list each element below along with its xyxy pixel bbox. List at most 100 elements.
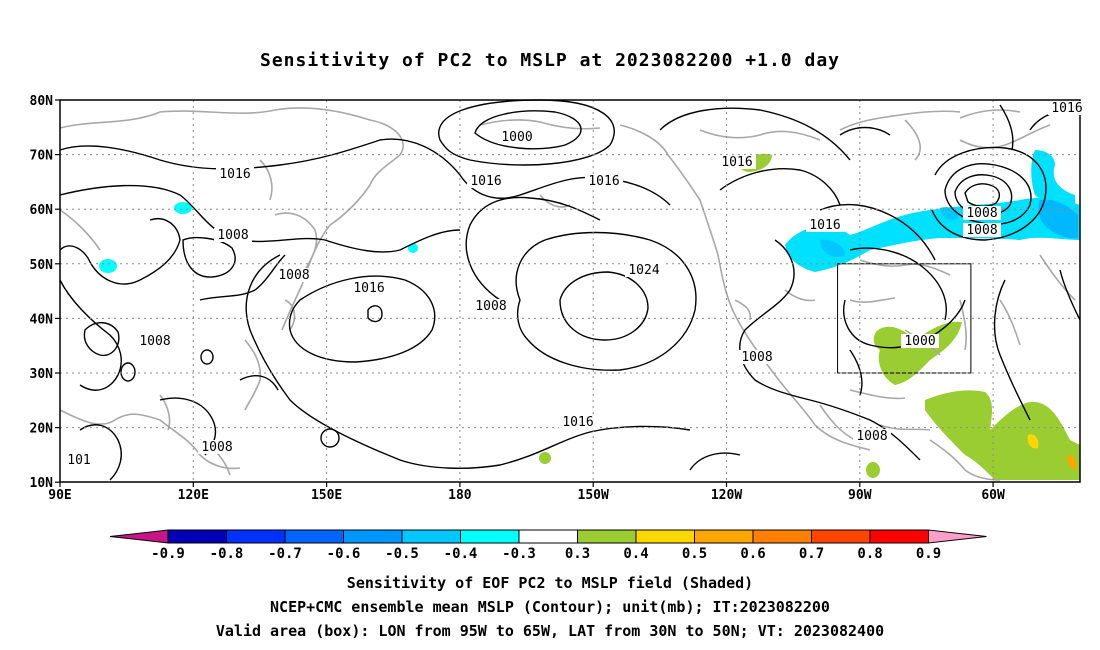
contour-label: 1008 xyxy=(741,350,772,365)
contour-label: 1016 xyxy=(470,174,501,189)
shade-positive-1 xyxy=(873,321,962,385)
contour-label-bg xyxy=(585,174,623,188)
colorbar-label: 0.7 xyxy=(799,546,824,562)
contour-label: 1016 xyxy=(219,167,250,182)
valid-area-box xyxy=(837,263,972,374)
shade-positive-4 xyxy=(539,452,551,464)
caption-line-2: NCEP+CMC ensemble mean MSLP (Contour); u… xyxy=(270,598,830,616)
contour-label-bg xyxy=(901,334,939,348)
contour-label-bg xyxy=(1048,101,1086,115)
contour-label: 1008 xyxy=(278,268,309,283)
colorbar-swatch xyxy=(869,529,929,544)
shade-negative-5 xyxy=(820,239,845,257)
colorbar-label: -0.3 xyxy=(502,546,536,562)
contour-label: 1016 xyxy=(562,415,593,430)
contour-label: 1024 xyxy=(628,263,659,278)
contour-label: 1008 xyxy=(966,206,997,221)
lon-label: 150E xyxy=(311,488,342,503)
colorbar-swatch xyxy=(518,529,578,544)
lat-label: 30N xyxy=(30,367,54,382)
colorbar-swatch xyxy=(811,529,871,544)
contour-label: 1008 xyxy=(201,440,232,455)
lon-label: 150W xyxy=(578,488,609,503)
contour-label: 1008 xyxy=(966,223,997,238)
colorbar-swatch xyxy=(635,529,695,544)
lat-label: 70N xyxy=(30,149,54,164)
colorbar-label: -0.7 xyxy=(268,546,302,562)
map-title: Sensitivity of PC2 to MSLP at 2023082200… xyxy=(259,50,840,71)
shade-positive-6 xyxy=(1027,434,1039,449)
colorbar-label: 0.5 xyxy=(682,546,707,562)
shading-layer xyxy=(99,150,1080,480)
contour-label: 1016 xyxy=(588,174,619,189)
caption-line-3: Valid area (box): LON from 95W to 65W, L… xyxy=(215,622,885,640)
shade-positive-2 xyxy=(925,390,1080,480)
colorbar-label: -0.8 xyxy=(210,546,244,562)
shade-negative xyxy=(785,197,1080,272)
contour-label-bg xyxy=(718,155,756,169)
contour-label: 1008 xyxy=(139,334,170,349)
contour-label: 1016 xyxy=(721,155,752,170)
colorbar-label: 0.4 xyxy=(623,546,648,562)
latitude-axis: 80N 70N 60N 50N 40N 30N 20N 10N xyxy=(30,94,60,491)
contour-label: 1008 xyxy=(217,228,248,243)
colorbar-right-arrow xyxy=(928,529,987,544)
colorbar-swatch xyxy=(226,529,286,544)
contour-label: 1016 xyxy=(809,218,840,233)
shade-positive-7 xyxy=(1067,454,1077,470)
contour-label-bg xyxy=(214,228,252,242)
contour-label-bg xyxy=(559,415,597,429)
contour-label: 101 xyxy=(67,453,90,468)
colorbar: -0.9 -0.8 -0.7 -0.6 -0.5 -0.4 -0.3 0.3 0.4 0.5 0.6… xyxy=(109,529,987,562)
colorbar-swatch xyxy=(577,529,637,544)
longitude-axis: 90E 120E 150E 180 150W 120W 90W 60W xyxy=(48,482,1005,503)
shade-negative-7 xyxy=(174,202,192,214)
contour-label: 1008 xyxy=(475,299,506,314)
contour-label: 1016 xyxy=(353,281,384,296)
colorbar-swatch xyxy=(284,529,344,544)
colorbar-label: 0.6 xyxy=(740,546,765,562)
contour-label: 1016 xyxy=(1051,101,1082,116)
contour-label: 1008 xyxy=(856,429,887,444)
colorbar-swatch xyxy=(343,529,403,544)
map-frame xyxy=(59,99,1081,483)
colorbar-label: -0.4 xyxy=(444,546,478,562)
contour-label-bg xyxy=(467,174,505,188)
lon-label: 90W xyxy=(848,488,872,503)
contour-label-bg xyxy=(963,223,1001,237)
colorbar-left-arrow xyxy=(109,529,169,544)
contour-labels: 1000 1016 1016 1016 1016 1008 1008 1016 1024 1008… xyxy=(64,101,1086,468)
colorbar-swatch xyxy=(752,529,812,544)
colorbar-label: -0.6 xyxy=(327,546,361,562)
caption-line-1: Sensitivity of EOF PC2 to MSLP field (Sh… xyxy=(346,574,754,592)
shade-positive-5 xyxy=(866,462,880,478)
contour-label-bg xyxy=(738,350,776,364)
lon-label: 90E xyxy=(48,488,71,503)
contours xyxy=(59,99,1081,481)
contour-label-bg xyxy=(625,263,663,277)
colorbar-swatch xyxy=(460,529,520,544)
lon-label: 180 xyxy=(448,488,472,503)
shade-negative-6 xyxy=(99,259,117,273)
lat-label: 20N xyxy=(30,422,54,437)
contour-label-bg xyxy=(198,440,236,454)
contour-label-bg xyxy=(216,167,254,181)
lat-label: 60N xyxy=(30,203,54,218)
contour-label-bg xyxy=(806,218,844,232)
colorbar-swatch xyxy=(167,529,227,544)
colorbar-label: 0.3 xyxy=(565,546,590,562)
colorbar-label: 0.8 xyxy=(857,546,882,562)
contour-label-bg xyxy=(498,130,536,144)
colorbar-swatch xyxy=(694,529,754,544)
lat-label: 80N xyxy=(30,94,54,109)
contour-label-bg xyxy=(275,268,313,282)
colorbar-label: 0.9 xyxy=(916,546,941,562)
colorbar-label: -0.5 xyxy=(385,546,419,562)
lat-label: 40N xyxy=(30,312,54,327)
colorbar-swatch xyxy=(401,529,461,544)
lon-label: 60W xyxy=(981,488,1005,503)
contour-label-bg xyxy=(64,453,94,467)
lat-label: 50N xyxy=(30,258,54,273)
lon-label: 120E xyxy=(178,488,209,503)
